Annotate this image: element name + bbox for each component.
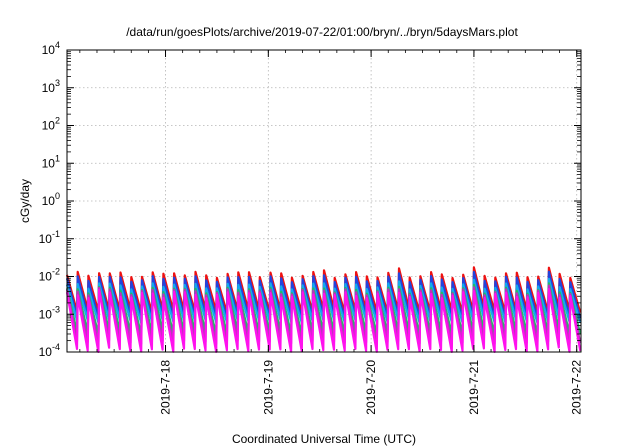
- y-tick-label: 104: [42, 40, 60, 57]
- series-line: [65, 288, 582, 353]
- x-tick-label: 2019-7-21: [467, 360, 481, 415]
- y-tick-label: 10-1: [39, 229, 60, 246]
- y-tick-label: 10-3: [39, 304, 60, 321]
- x-tick-label: 2019-7-19: [261, 360, 275, 415]
- x-axis-ticks: 2019-7-18 2019-7-19 2019-7-20 2019-7-21 2019…: [79, 50, 584, 415]
- x-tick-label: 2019-7-18: [159, 360, 173, 415]
- y-axis-ticks: 10-4 10-3 10-2 10-1 100 101 102 103 104: [39, 40, 581, 359]
- y-tick-label: 102: [42, 116, 60, 133]
- chart-title: /data/run/goesPlots/archive/2019-07-22/0…: [126, 25, 518, 39]
- x-tick-label: 2019-7-22: [570, 360, 584, 415]
- y-tick-label: 100: [42, 191, 60, 208]
- x-axis-label: Coordinated Universal Time (UTC): [232, 432, 416, 446]
- data-series: [65, 266, 582, 353]
- y-tick-label: 103: [42, 78, 60, 95]
- y-tick-label: 10-4: [39, 342, 60, 359]
- y-tick-label: 101: [42, 153, 60, 170]
- y-tick-label: 10-2: [39, 267, 60, 284]
- y-axis-label: cGy/day: [18, 179, 32, 223]
- x-tick-label: 2019-7-20: [364, 360, 378, 415]
